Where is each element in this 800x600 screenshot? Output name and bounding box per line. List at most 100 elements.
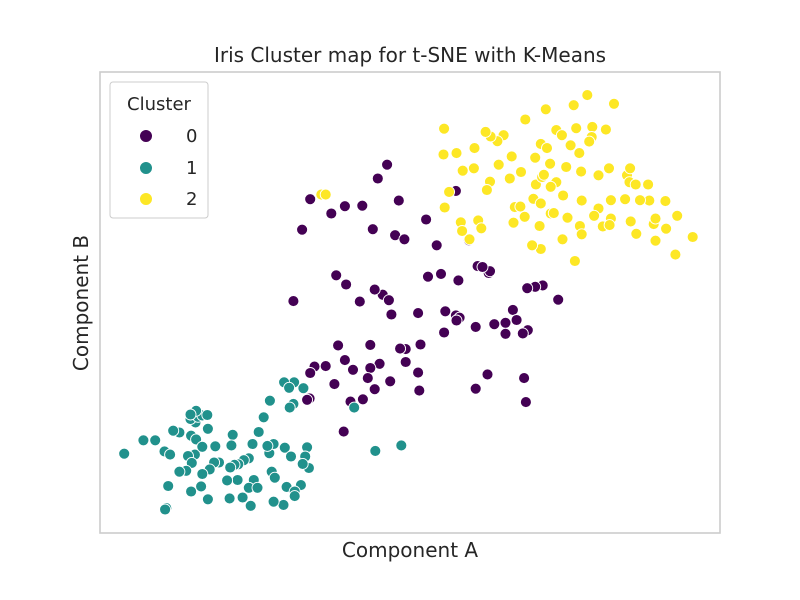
- point-cluster-0: [412, 366, 425, 379]
- point-cluster-0: [506, 303, 519, 316]
- point-cluster-2: [659, 195, 672, 208]
- point-cluster-1: [261, 439, 274, 452]
- point-cluster-0: [319, 360, 332, 373]
- point-cluster-1: [236, 491, 249, 504]
- point-cluster-0: [332, 339, 345, 352]
- point-cluster-1: [369, 444, 382, 457]
- point-cluster-2: [537, 168, 550, 181]
- point-cluster-2: [660, 222, 673, 235]
- point-cluster-1: [277, 498, 290, 511]
- point-cluster-2: [443, 185, 456, 198]
- point-cluster-2: [634, 194, 646, 207]
- legend: Cluster 0 1 2: [109, 81, 209, 219]
- point-cluster-2: [608, 97, 620, 110]
- point-cluster-0: [356, 393, 369, 406]
- point-cluster-1: [395, 439, 408, 452]
- point-cluster-0: [385, 308, 398, 321]
- point-cluster-1: [263, 394, 276, 407]
- point-cluster-1: [221, 474, 234, 487]
- point-cluster-1: [223, 492, 236, 505]
- point-cluster-0: [368, 383, 381, 396]
- point-cluster-2: [541, 142, 553, 155]
- point-cluster-2: [586, 120, 599, 133]
- point-cluster-1: [297, 382, 310, 395]
- point-cluster-1: [257, 411, 270, 424]
- point-cluster-0: [325, 207, 338, 220]
- point-cluster-2: [686, 231, 699, 243]
- point-cluster-2: [475, 222, 488, 235]
- point-cluster-0: [371, 172, 384, 185]
- point-cluster-0: [364, 338, 377, 351]
- point-cluster-1: [201, 493, 214, 506]
- point-cluster-0: [287, 295, 300, 308]
- point-cluster-0: [438, 326, 451, 339]
- point-cluster-0: [394, 342, 407, 355]
- point-cluster-1: [246, 438, 259, 450]
- point-cluster-2: [514, 200, 527, 213]
- point-cluster-2: [642, 178, 655, 191]
- point-cluster-0: [330, 269, 343, 282]
- point-cluster-0: [552, 293, 565, 306]
- point-cluster-0: [368, 283, 381, 296]
- x-axis-label: Component A: [342, 538, 478, 562]
- point-cluster-2: [588, 209, 601, 222]
- point-cluster-0: [356, 199, 369, 212]
- point-cluster-2: [603, 219, 616, 232]
- point-cluster-0: [304, 367, 317, 379]
- point-cluster-1: [118, 447, 131, 460]
- point-cluster-2: [456, 164, 469, 177]
- point-cluster-0: [353, 295, 366, 308]
- point-cluster-2: [573, 147, 586, 160]
- point-cluster-0: [381, 158, 394, 171]
- point-cluster-1: [267, 495, 280, 508]
- point-cluster-0: [340, 278, 353, 291]
- point-cluster-2: [581, 89, 594, 102]
- point-cluster-0: [519, 396, 532, 409]
- legend-title: Cluster: [127, 94, 191, 115]
- point-cluster-1: [195, 480, 208, 493]
- point-cluster-1: [149, 434, 162, 447]
- point-cluster-2: [624, 215, 637, 228]
- point-cluster-0: [384, 375, 397, 388]
- point-cluster-1: [209, 440, 222, 453]
- point-cluster-0: [499, 327, 512, 340]
- point-cluster-1: [164, 448, 177, 461]
- point-cluster-1: [196, 468, 209, 480]
- point-cluster-2: [518, 210, 531, 223]
- point-cluster-0: [296, 223, 309, 236]
- legend-marker-cluster-0: [139, 129, 153, 143]
- point-cluster-2: [480, 184, 493, 196]
- point-cluster-0: [304, 193, 317, 206]
- chart-title: Iris Cluster map for t-SNE with K-Means: [214, 43, 606, 67]
- point-cluster-2: [575, 194, 588, 207]
- point-cluster-2: [649, 212, 662, 225]
- point-cluster-0: [521, 282, 534, 295]
- point-cluster-0: [516, 327, 529, 340]
- point-cluster-2: [529, 151, 542, 164]
- point-cluster-1: [137, 434, 150, 447]
- point-cluster-2: [619, 193, 632, 206]
- point-cluster-2: [649, 234, 662, 247]
- point-cluster-0: [361, 372, 374, 385]
- point-cluster-0: [412, 307, 425, 320]
- point-cluster-2: [604, 194, 617, 207]
- point-cluster-1: [283, 401, 296, 414]
- point-cluster-1: [244, 499, 257, 512]
- point-cluster-2: [437, 148, 450, 161]
- legend-label-cluster-1: 1: [186, 158, 197, 179]
- point-cluster-2: [492, 158, 505, 171]
- point-cluster-2: [456, 225, 469, 237]
- point-cluster-2: [583, 135, 596, 148]
- point-cluster-2: [567, 99, 580, 112]
- point-cluster-0: [499, 316, 512, 329]
- point-cluster-0: [469, 320, 482, 333]
- point-cluster-1: [231, 474, 244, 486]
- point-cluster-0: [430, 239, 443, 252]
- point-cluster-0: [337, 425, 350, 438]
- point-cluster-1: [285, 450, 297, 463]
- point-cluster-1: [296, 457, 309, 470]
- point-cluster-1: [162, 480, 175, 492]
- point-cluster-2: [592, 169, 605, 182]
- point-cluster-0: [413, 384, 426, 397]
- point-cluster-2: [507, 216, 520, 229]
